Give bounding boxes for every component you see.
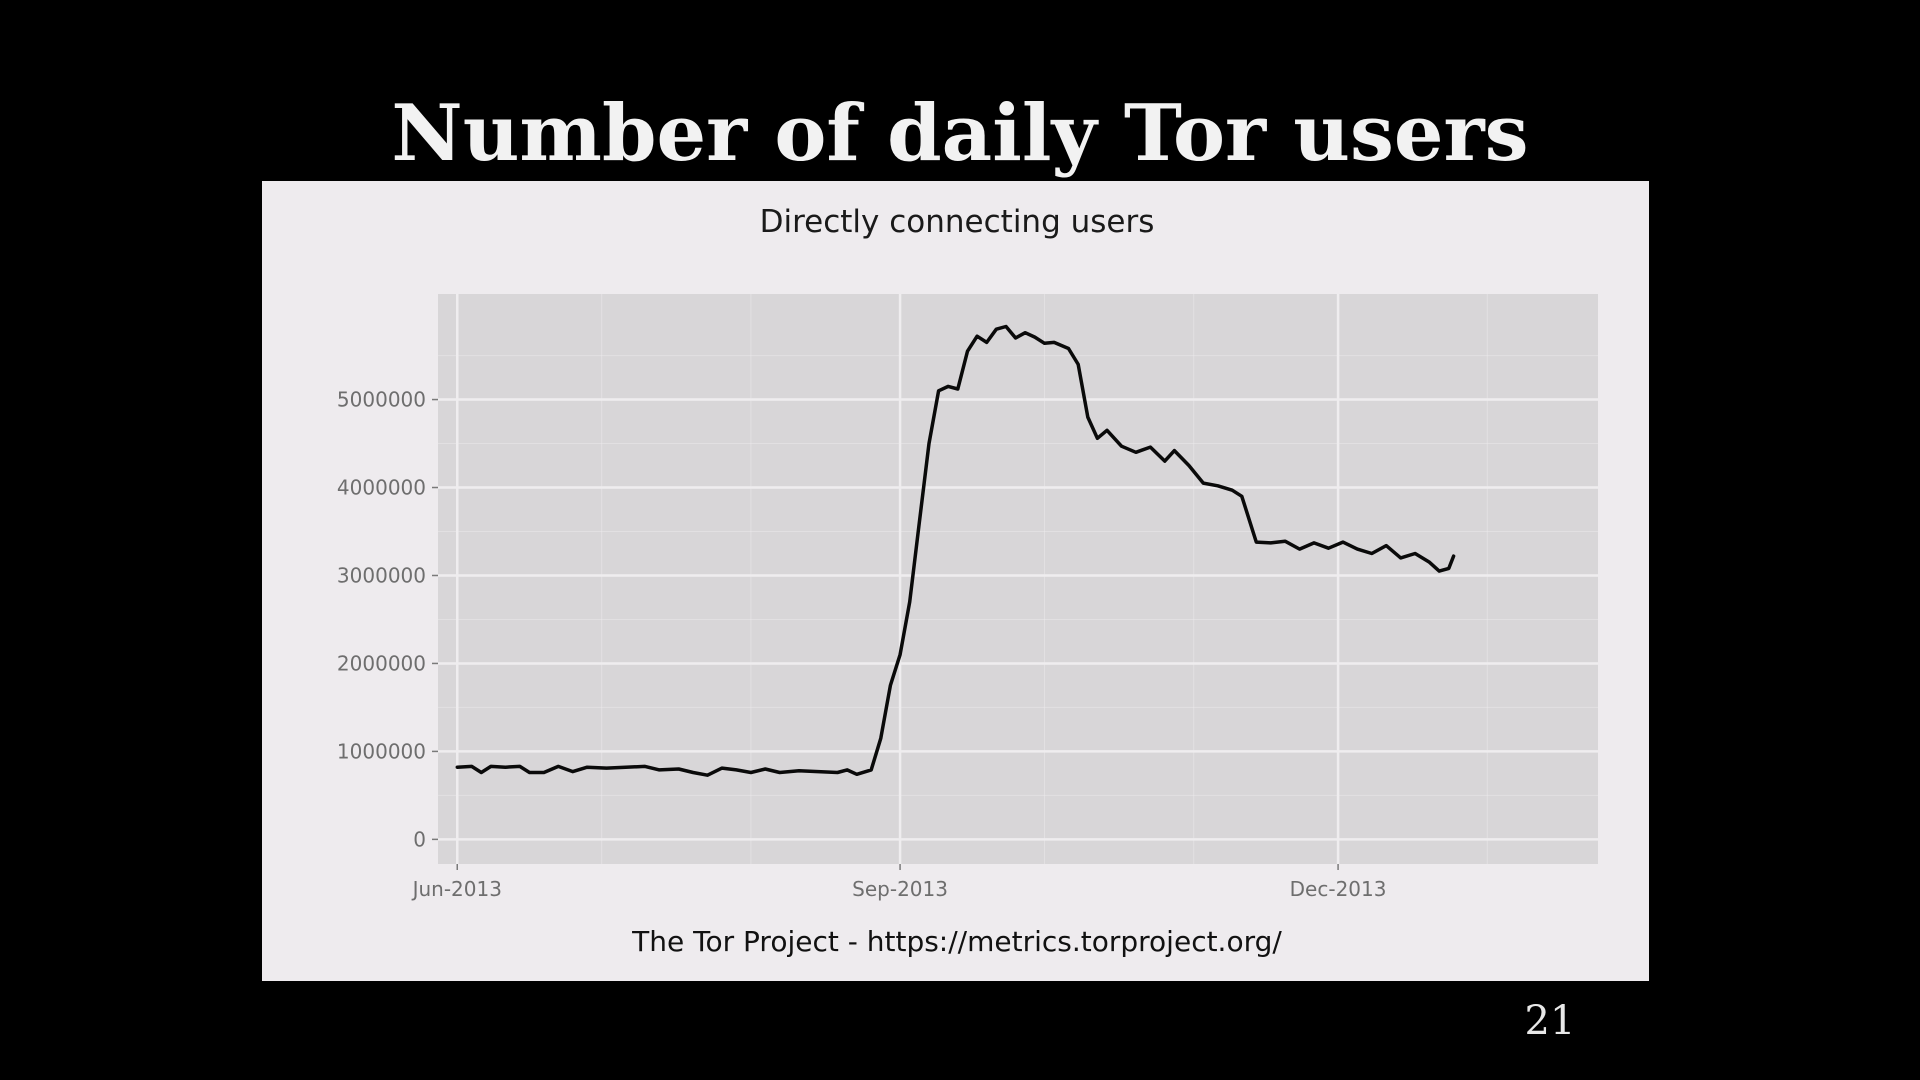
chart-title: Directly connecting users (760, 204, 1155, 240)
chart-card: Directly connecting users 0 1000000 200000… (262, 181, 1649, 981)
plot-panel (438, 294, 1598, 864)
slide-number: 21 (1524, 998, 1576, 1044)
y-tick-label: 0 (413, 827, 426, 851)
plot-area: 0 1000000 2000000 3000000 4000000 5000000 Jun-… (337, 294, 1598, 901)
x-tick-label: Sep-2013 (852, 877, 948, 901)
y-tick-label: 3000000 (337, 563, 426, 587)
slide-title: Number of daily Tor users (391, 88, 1529, 179)
y-tick-label: 1000000 (337, 739, 426, 763)
chart-caption: The Tor Project - https://metrics.torpro… (631, 925, 1282, 958)
x-tick-label: Dec-2013 (1290, 877, 1387, 901)
y-tick-label: 2000000 (337, 651, 426, 675)
y-tick-label: 5000000 (337, 388, 426, 412)
chart-svg: Directly connecting users 0 1000000 200000… (337, 204, 1598, 958)
y-tick-label: 4000000 (337, 476, 426, 500)
x-tick-label: Jun-2013 (411, 877, 502, 901)
series-line-0 (455, 324, 1456, 777)
